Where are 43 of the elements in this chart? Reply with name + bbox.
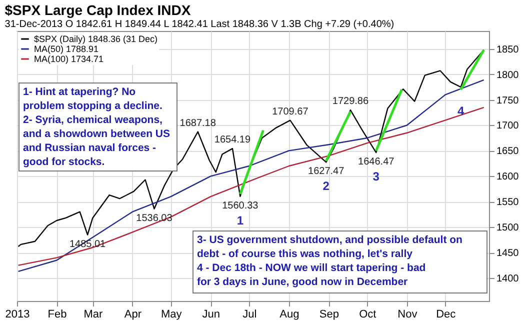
chart-title: $SPX Large Cap Index INDX <box>4 2 192 18</box>
annotation: 1709.67 <box>272 106 309 118</box>
annotation: 1560.33 <box>222 200 259 212</box>
x-tick-label: Feb <box>48 308 67 320</box>
y-tick-label: 1450 <box>496 248 520 260</box>
annotation: 2 <box>322 179 330 194</box>
annotation: 1627.47 <box>308 166 345 178</box>
annotation: 1687.18 <box>180 118 216 129</box>
annotation: 3- US government shutdown, and possible default on debt - of course this was nothing, let's rally <box>197 234 462 260</box>
x-tick-label: May <box>161 308 182 320</box>
x-tick-label: 2013 <box>5 308 30 320</box>
y-tick-label: 1400 <box>496 274 520 285</box>
x-tick-label: Nov <box>398 308 418 320</box>
y-tick-label: 1750 <box>496 95 520 106</box>
annotation: 1654.19 <box>214 134 251 146</box>
y-tick-label: 1600 <box>496 172 520 183</box>
annotation: 1646.47 <box>358 156 395 168</box>
annotation: 4 <box>457 104 464 118</box>
y-tick-label: 1500 <box>496 222 520 234</box>
chart-subtitle: 31-Dec-2013 O 1842.61 H 1849.44 L 1842.41 Last 1848.36 V 1.3B Chg +7.29 (+0.40%) <box>4 19 394 30</box>
annotation: 1 <box>236 213 244 228</box>
annotation: 3 <box>372 170 380 184</box>
x-tick-label: Mar <box>84 308 103 320</box>
legend-label: MA(50) 1788.91 <box>34 44 99 54</box>
legend-label: $SPX (Daily) 1848.36 (31 Dec) <box>34 34 158 44</box>
x-tick-label: Sep <box>319 308 339 320</box>
x-tick-label: Aug <box>280 308 300 320</box>
y-tick-label: 1800 <box>496 70 520 81</box>
annotation: 2- Syria, chemical weapons, and a showdown between US and Russian naval forces - good for stocks. <box>23 114 170 168</box>
x-tick-label: Oct <box>359 308 376 320</box>
legend-label: MA(100) 1734.71 <box>34 54 104 64</box>
annotation: 1- Hint at tapering? No problem stopping a decline. <box>23 86 163 112</box>
x-tick-label: Dec <box>436 308 456 320</box>
y-tick-label: 1650 <box>496 146 520 158</box>
annotation: 4 - Dec 18th - NOW we will start tapering - bad for 3 days in June, good now in December <box>197 262 426 288</box>
x-tick-label: Jul <box>242 308 257 320</box>
x-tick-label: Jun <box>202 308 220 320</box>
x-tick-label: Apr <box>124 308 142 320</box>
y-tick-label: 1550 <box>496 197 520 208</box>
y-tick-label: 1850 <box>496 44 520 56</box>
annotation: 1729.86 <box>332 96 369 108</box>
line-series <box>18 79 484 272</box>
y-tick-label: 1700 <box>496 120 520 132</box>
